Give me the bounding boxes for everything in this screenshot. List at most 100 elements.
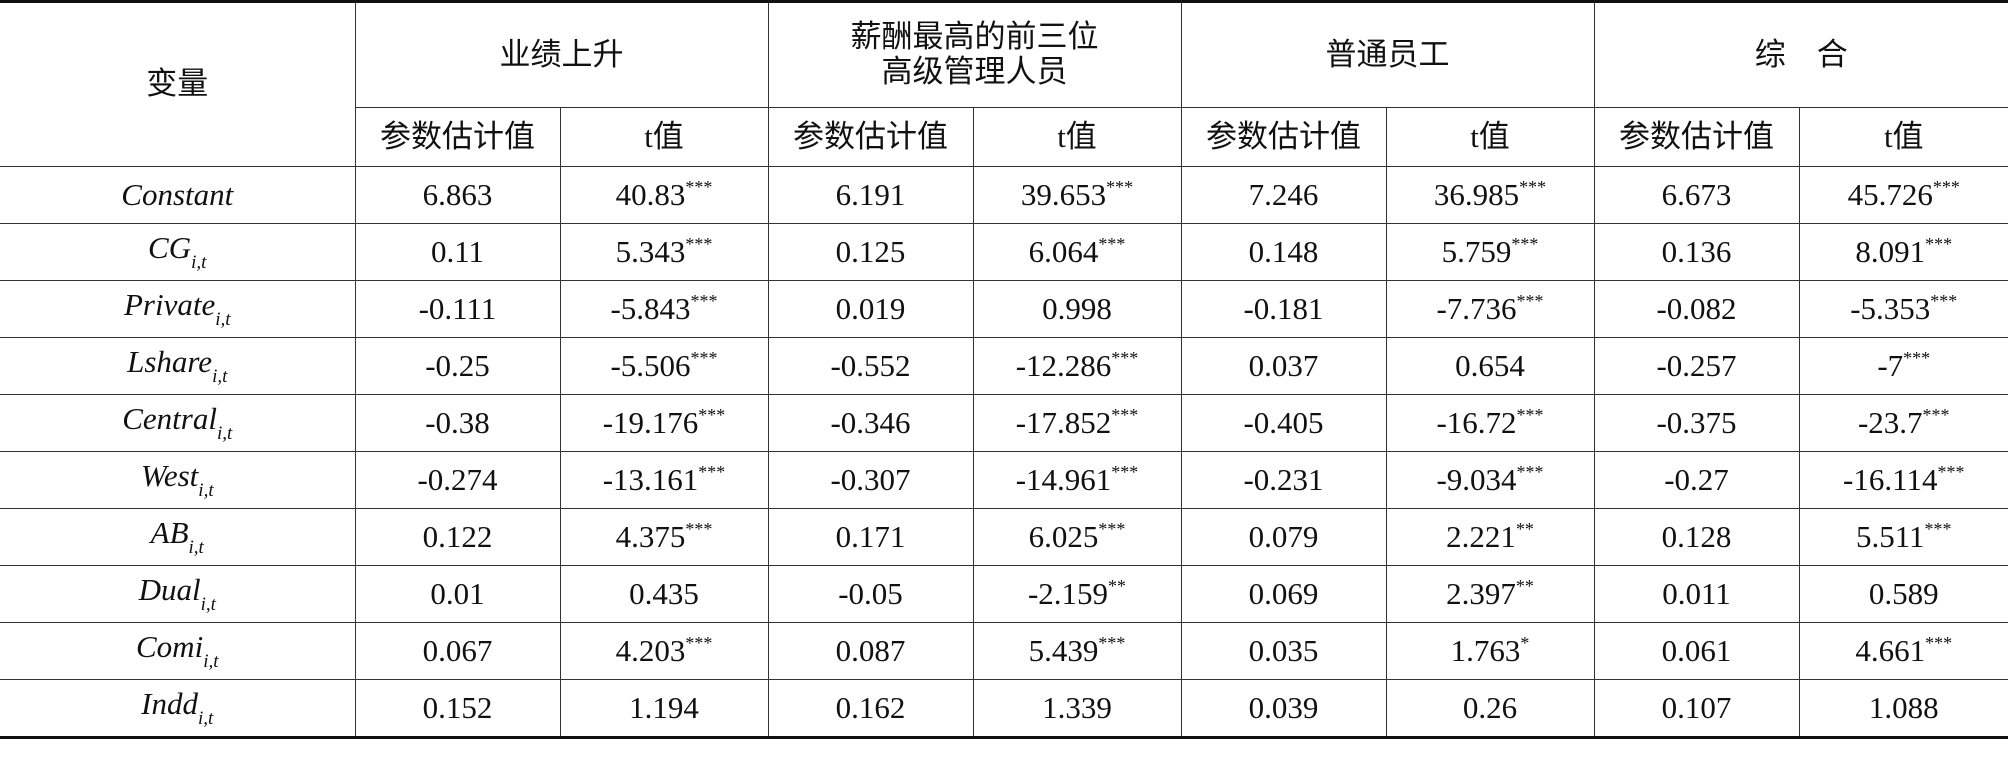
value-cell: 0.011	[1593, 565, 1800, 623]
significance-stars: **	[1515, 519, 1534, 540]
value-cell: -0.082	[1593, 280, 1800, 338]
value-cell: 6.025***	[972, 508, 1182, 566]
value-cell: -0.274	[354, 451, 561, 509]
value-cell: 1.088	[1798, 679, 2008, 738]
significance-stars: ***	[1516, 462, 1544, 483]
cell-value: -5.506	[610, 348, 691, 384]
data-row: Duali,t 0.01 0.435 -0.05 -2.159** 0.069 2.397*…	[0, 565, 2008, 623]
variable-name: Private	[123, 286, 216, 322]
value-cell: 2.221**	[1385, 508, 1595, 566]
cell-value: 6.025	[1028, 519, 1099, 555]
cell-value: -14.961	[1015, 462, 1112, 498]
significance-stars: **	[1515, 576, 1534, 597]
value-cell: -0.111	[354, 280, 561, 338]
cell-value: 5.343	[615, 234, 686, 270]
value-cell: 0.11	[354, 223, 561, 281]
cell-value: -16.114	[1843, 462, 1938, 498]
cell-value: -2.159	[1027, 576, 1109, 612]
cell-value: 40.83	[615, 177, 686, 213]
value-cell: -23.7***	[1798, 394, 2008, 452]
cell-value: 8.091	[1855, 234, 1926, 270]
significance-stars: ***	[685, 177, 713, 198]
data-row: Inddi,t 0.152 1.194 0.162 1.339 0.039 0.26 0.10…	[0, 679, 2008, 738]
variable-cell: Centrali,t	[0, 394, 356, 452]
value-cell: 1.763*	[1385, 622, 1595, 680]
value-cell: 0.589	[1798, 565, 2008, 623]
value-cell: 0.26	[1385, 679, 1595, 738]
cell-value: -12.286	[1015, 348, 1112, 384]
variable-cell: Westi,t	[0, 451, 356, 509]
value-cell: 0.039	[1180, 679, 1387, 738]
value-cell: 1.339	[972, 679, 1182, 738]
value-cell: -0.257	[1593, 337, 1800, 395]
value-cell: -16.114***	[1798, 451, 2008, 509]
cell-value: 5.439	[1028, 633, 1099, 669]
significance-stars: ***	[1925, 234, 1953, 255]
value-cell: -0.405	[1180, 394, 1387, 452]
value-cell: 0.998	[972, 280, 1182, 338]
variable-cell: Constant	[0, 166, 356, 224]
value-cell: 0.107	[1593, 679, 1800, 738]
value-cell: 0.654	[1385, 337, 1595, 395]
subheader-cell: 参数估计值	[1180, 107, 1387, 167]
cell-value: -17.852	[1015, 405, 1112, 441]
value-cell: 36.985***	[1385, 166, 1595, 224]
value-cell: 0.162	[767, 679, 974, 738]
cell-value: 1.763	[1450, 633, 1521, 669]
value-cell: 0.128	[1593, 508, 1800, 566]
variable-cell: Lsharei,t	[0, 337, 356, 395]
variable-subscript: i,t	[212, 365, 228, 387]
value-cell: -0.27	[1593, 451, 1800, 509]
significance-stars: ***	[1932, 177, 1960, 198]
value-cell: 0.01	[354, 565, 561, 623]
value-cell: 4.203***	[559, 622, 769, 680]
variable-name: Comi	[136, 628, 204, 664]
data-row: Constant 6.863 40.83*** 6.191 39.653*** 7.246…	[0, 166, 2008, 224]
data-row: ABi,t 0.122 4.375*** 0.171 6.025*** 0.079 2.22…	[0, 508, 2008, 566]
cell-value: -13.161	[602, 462, 699, 498]
subheader-cell: t值	[1385, 107, 1595, 167]
variable-name: AB	[150, 514, 189, 550]
variable-subscript: i,t	[203, 650, 219, 672]
variable-name: West	[140, 457, 199, 493]
significance-stars: ***	[1925, 633, 1953, 654]
value-cell: -12.286***	[972, 337, 1182, 395]
value-cell: 6.064***	[972, 223, 1182, 281]
significance-stars: ***	[1519, 177, 1547, 198]
significance-stars: ***	[685, 234, 713, 255]
significance-stars: ***	[1930, 291, 1958, 312]
value-cell: 0.037	[1180, 337, 1387, 395]
cell-value: 4.661	[1855, 633, 1926, 669]
significance-stars: ***	[1098, 234, 1126, 255]
data-row: Lsharei,t -0.25 -5.506*** -0.552 -12.286*** 0…	[0, 337, 2008, 395]
cell-value: 36.985	[1433, 177, 1520, 213]
significance-stars: ***	[1516, 405, 1544, 426]
data-row: Westi,t -0.274 -13.161*** -0.307 -14.961*** -…	[0, 451, 2008, 509]
value-cell: -0.231	[1180, 451, 1387, 509]
value-cell: -0.346	[767, 394, 974, 452]
cell-value: -16.72	[1436, 405, 1517, 441]
significance-stars: **	[1108, 576, 1127, 597]
value-cell: -0.181	[1180, 280, 1387, 338]
cell-value: 39.653	[1020, 177, 1107, 213]
subheader-cell: t值	[972, 107, 1182, 167]
value-cell: -0.05	[767, 565, 974, 623]
variable-name: Dual	[138, 571, 201, 607]
cell-value: 2.221	[1446, 519, 1516, 555]
variable-name: Central	[122, 400, 217, 436]
value-cell: 45.726***	[1798, 166, 2008, 224]
value-cell: -0.307	[767, 451, 974, 509]
value-cell: -19.176***	[559, 394, 769, 452]
data-row: CGi,t 0.11 5.343*** 0.125 6.064*** 0.148 5.759…	[0, 223, 2008, 281]
variable-cell: CGi,t	[0, 223, 356, 281]
variable-cell: ABi,t	[0, 508, 356, 566]
value-cell: -5.506***	[559, 337, 769, 395]
significance-stars: ***	[685, 633, 713, 654]
value-cell: 39.653***	[972, 166, 1182, 224]
subheader-cell: 参数估计值	[1593, 107, 1800, 167]
value-cell: 1.194	[559, 679, 769, 738]
value-cell: 2.397**	[1385, 565, 1595, 623]
significance-stars: *	[1520, 633, 1530, 654]
subheader-cell: 参数估计值	[355, 107, 561, 167]
subheader-cell: 参数估计值	[767, 107, 974, 167]
